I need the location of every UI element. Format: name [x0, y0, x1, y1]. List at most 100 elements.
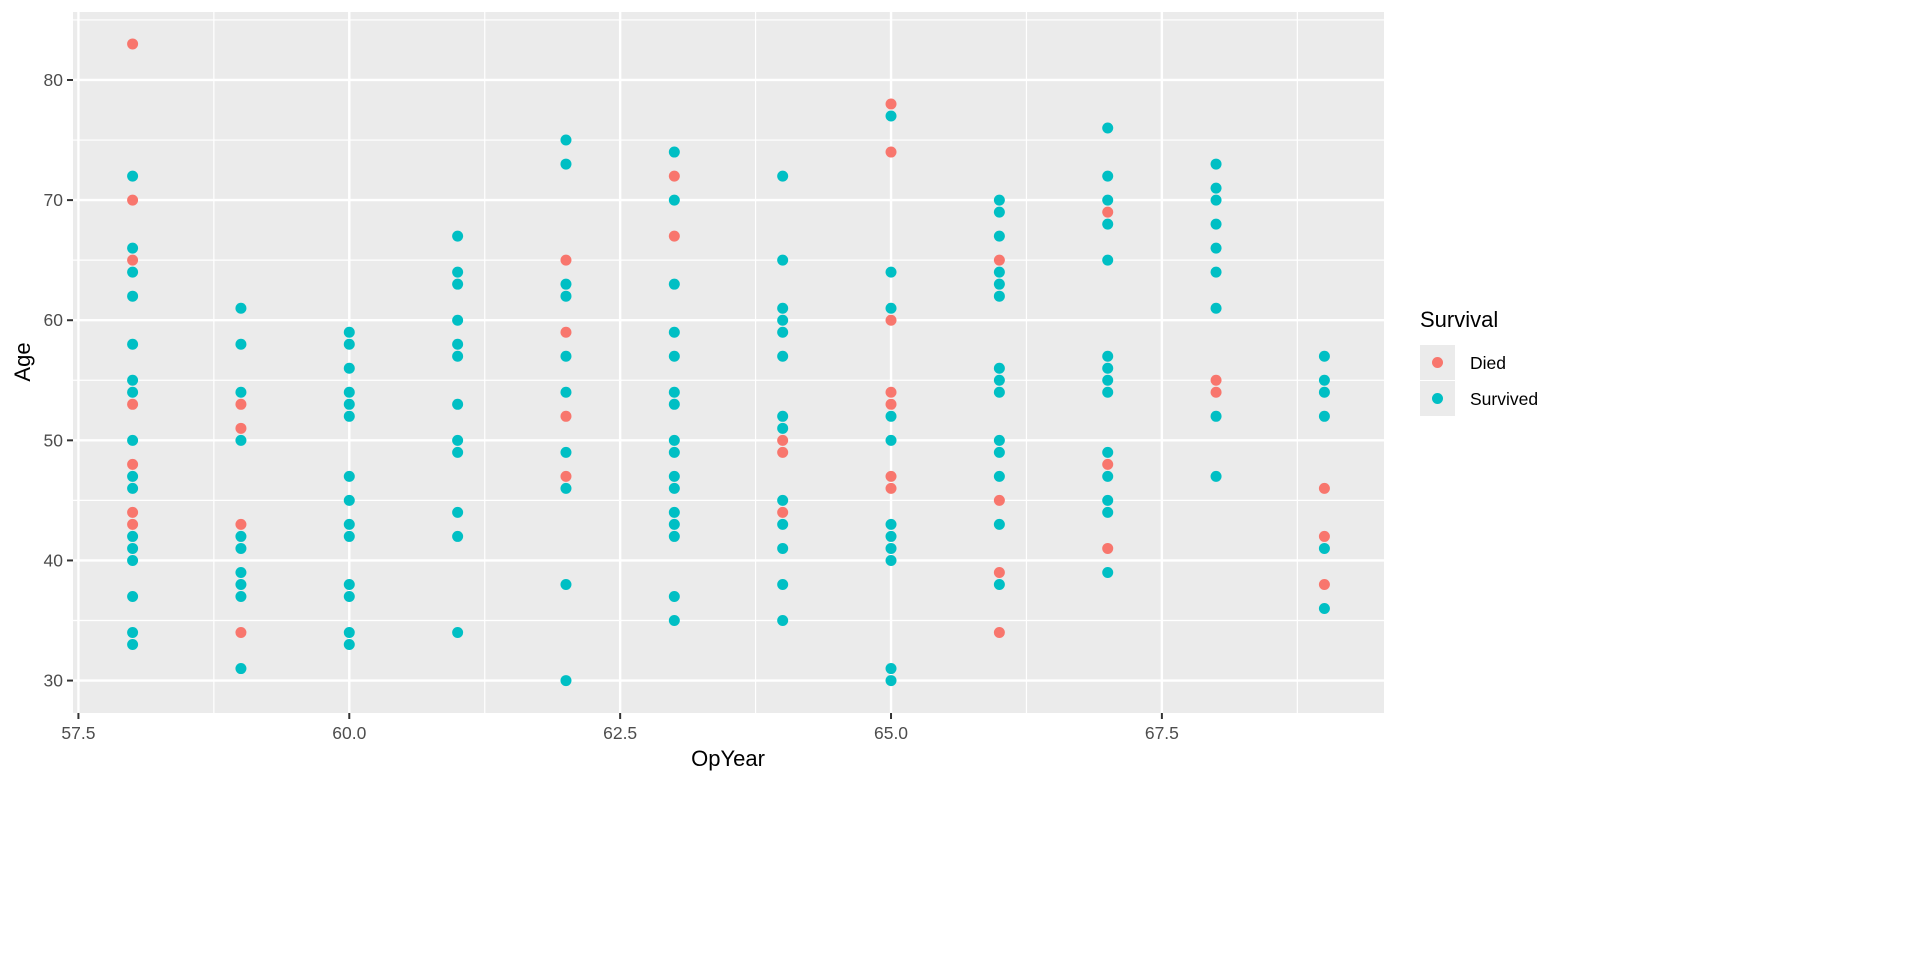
point-survived: [127, 170, 139, 182]
point-survived: [235, 578, 247, 590]
point-survived: [777, 518, 789, 530]
point-survived: [1102, 254, 1114, 266]
point-survived: [668, 446, 680, 458]
point-survived: [885, 410, 897, 422]
point-survived: [668, 615, 680, 627]
point-survived: [668, 590, 680, 602]
point-survived: [668, 470, 680, 482]
point-died: [885, 482, 897, 494]
point-died: [1318, 482, 1330, 494]
point-survived: [452, 266, 464, 278]
point-survived: [343, 590, 355, 602]
point-survived: [993, 578, 1005, 590]
point-survived: [777, 578, 789, 590]
point-survived: [1210, 194, 1222, 206]
point-survived: [668, 194, 680, 206]
point-survived: [235, 590, 247, 602]
point-survived: [235, 434, 247, 446]
point-survived: [343, 530, 355, 542]
point-survived: [668, 506, 680, 518]
minor-gridlines: [73, 12, 1384, 713]
point-survived: [993, 518, 1005, 530]
point-died: [235, 422, 247, 434]
point-survived: [668, 350, 680, 362]
point-died: [885, 386, 897, 398]
point-survived: [1102, 446, 1114, 458]
point-survived: [993, 446, 1005, 458]
point-survived: [127, 386, 139, 398]
point-survived: [1318, 410, 1330, 422]
point-survived: [777, 254, 789, 266]
point-survived: [343, 326, 355, 338]
point-survived: [127, 590, 139, 602]
point-survived: [343, 410, 355, 422]
point-died: [127, 458, 139, 470]
point-survived: [560, 675, 572, 687]
x-tick-label: 67.5: [1145, 723, 1179, 743]
point-survived: [1102, 350, 1114, 362]
y-tick-label: 80: [44, 70, 64, 90]
point-survived: [343, 386, 355, 398]
point-survived: [1210, 242, 1222, 254]
point-survived: [885, 518, 897, 530]
point-died: [777, 506, 789, 518]
point-survived: [343, 398, 355, 410]
point-survived: [452, 434, 464, 446]
point-survived: [993, 434, 1005, 446]
point-survived: [777, 314, 789, 326]
point-survived: [1102, 386, 1114, 398]
point-died: [235, 627, 247, 639]
point-survived: [993, 230, 1005, 242]
point-survived: [343, 470, 355, 482]
x-axis-ticks: 57.5 60.0 62.5 65.0 67.5: [61, 713, 1179, 743]
point-survived: [777, 326, 789, 338]
point-died: [1102, 542, 1114, 554]
point-survived: [993, 386, 1005, 398]
point-survived: [993, 278, 1005, 290]
y-tick-label: 60: [44, 310, 64, 330]
point-died: [668, 230, 680, 242]
point-survived: [885, 554, 897, 566]
point-died: [1318, 530, 1330, 542]
point-survived: [885, 530, 897, 542]
point-died: [885, 98, 897, 110]
point-survived: [668, 278, 680, 290]
point-survived: [560, 290, 572, 302]
point-survived: [1210, 410, 1222, 422]
point-survived: [1102, 374, 1114, 386]
y-axis-label: Age: [10, 342, 35, 381]
point-died: [885, 470, 897, 482]
point-survived: [668, 530, 680, 542]
point-survived: [885, 675, 897, 687]
point-survived: [560, 350, 572, 362]
point-died: [127, 506, 139, 518]
legend-key-survived: [1432, 393, 1443, 404]
point-died: [560, 410, 572, 422]
point-died: [1210, 374, 1222, 386]
point-survived: [235, 302, 247, 314]
point-survived: [1318, 386, 1330, 398]
point-survived: [127, 639, 139, 651]
point-survived: [668, 398, 680, 410]
point-died: [1102, 458, 1114, 470]
x-tick-label: 62.5: [603, 723, 637, 743]
point-survived: [1318, 350, 1330, 362]
point-survived: [885, 663, 897, 675]
point-survived: [1210, 302, 1222, 314]
point-survived: [777, 350, 789, 362]
point-survived: [235, 386, 247, 398]
point-died: [993, 494, 1005, 506]
point-survived: [1102, 170, 1114, 182]
legend: Survival Died Survived: [1420, 307, 1538, 416]
point-survived: [560, 134, 572, 146]
point-survived: [885, 302, 897, 314]
point-survived: [993, 266, 1005, 278]
point-survived: [127, 554, 139, 566]
point-died: [993, 627, 1005, 639]
point-survived: [560, 446, 572, 458]
point-survived: [452, 278, 464, 290]
legend-key-died: [1432, 357, 1443, 368]
point-survived: [127, 434, 139, 446]
point-died: [560, 326, 572, 338]
point-survived: [452, 530, 464, 542]
